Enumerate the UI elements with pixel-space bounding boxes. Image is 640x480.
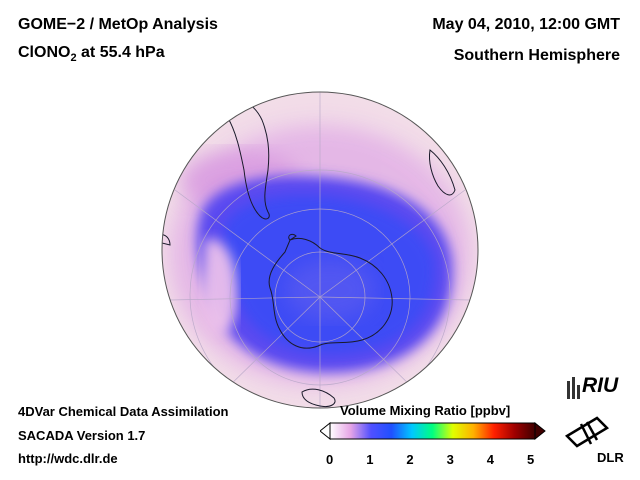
colorbar-tick-label: 5 xyxy=(527,452,535,467)
map-title: GOME−2 / MetOp Analysis xyxy=(18,16,218,33)
colorbar-gradient xyxy=(329,422,536,440)
colorbar-tick-label: 4 xyxy=(486,452,495,467)
colorbar-min-arrow xyxy=(320,421,331,441)
colorbar-tick-label: 3 xyxy=(446,452,454,467)
species-prefix: ClONO xyxy=(18,44,71,61)
region-label: Southern Hemisphere xyxy=(453,47,620,64)
species-label: ClONO2 at 55.4 hPa xyxy=(18,44,165,64)
colorbar xyxy=(320,421,546,441)
riu-logo-icon xyxy=(567,377,580,399)
species-suffix: at 55.4 hPa xyxy=(76,44,165,61)
dlr-logo-text: DLR xyxy=(597,450,624,465)
colorbar-tick-label: 1 xyxy=(366,452,374,467)
colorbar-tick-label: 0 xyxy=(326,452,334,467)
footer-line-2: SACADA Version 1.7 xyxy=(18,428,146,443)
dlr-logo-icon xyxy=(564,416,610,448)
colorbar-title: Volume Mixing Ratio [ppbv] xyxy=(340,403,511,418)
footer-url: http://wdc.dlr.de xyxy=(18,451,118,466)
riu-logo-text: RIU xyxy=(582,374,619,397)
footer-line-1: 4DVar Chemical Data Assimilation xyxy=(18,404,229,419)
colorbar-max-arrow xyxy=(534,421,546,441)
species-subscript: 2 xyxy=(70,52,77,65)
colorbar-tick-label: 2 xyxy=(406,452,414,467)
date-label: May 04, 2010, 12:00 GMT xyxy=(432,16,620,33)
